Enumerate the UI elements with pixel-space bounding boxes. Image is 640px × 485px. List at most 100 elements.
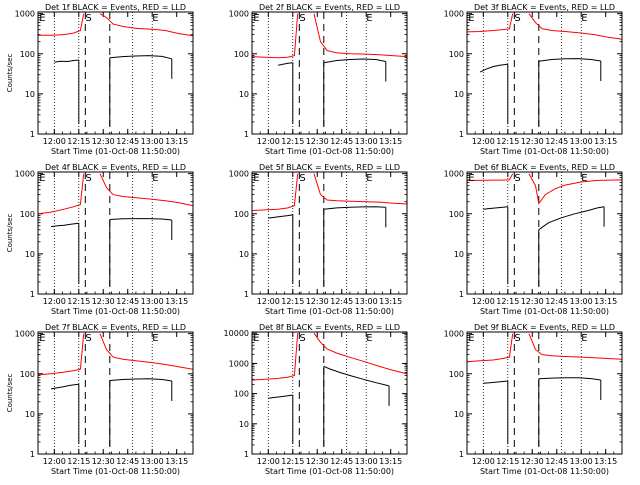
- x-tick-label: 12:30: [92, 137, 115, 146]
- marker-letter: E: [366, 173, 372, 184]
- chart-panel-3: Det 3f BLACK = Events, RED = LLD 1 10 100 10…: [444, 3, 623, 156]
- x-tick-label: 12:30: [521, 297, 544, 306]
- panel-title: Det 8f BLACK = Events, RED = LLD: [259, 323, 400, 332]
- marker-letter: S: [85, 13, 91, 24]
- y-tick-label: 1: [30, 290, 35, 299]
- panel-title: Det 7f BLACK = Events, RED = LLD: [45, 323, 186, 332]
- x-tick-label: 12:30: [306, 457, 329, 466]
- chart-panel-4: Det 4f BLACK = Events, RED = LLD Counts/s…: [6, 163, 194, 316]
- x-tick-label: 13:15: [165, 137, 188, 146]
- lld-series-line: [99, 13, 194, 37]
- lld-series-line: [313, 332, 408, 375]
- y-tick-label: 1000: [15, 10, 35, 19]
- x-tick-label: 12:45: [116, 457, 139, 466]
- marker-letter: E: [581, 13, 587, 24]
- lld-series-line: [99, 333, 194, 370]
- x-tick-label: 12:15: [281, 137, 304, 146]
- chart-panel-5: Det 5f BLACK = Events, RED = LLD 1 10 100 10…: [229, 163, 408, 316]
- events-series-line: [278, 62, 293, 66]
- y-tick-label: 10: [239, 420, 249, 429]
- x-axis-label: Start Time (01-Oct-08 11:50:00): [480, 147, 609, 156]
- x-tick-label: 12:30: [521, 457, 544, 466]
- chart-panel-2: Det 2f BLACK = Events, RED = LLD 1 10 100 10…: [229, 3, 408, 156]
- y-tick-label: 1000: [229, 359, 249, 368]
- y-tick-label: 1: [244, 130, 249, 139]
- y-tick-label: 100: [449, 370, 464, 379]
- events-series-line: [51, 222, 79, 228]
- x-tick-label: 12:45: [545, 297, 568, 306]
- panel-title: Det 1f BLACK = Events, RED = LLD: [45, 3, 186, 12]
- x-tick-label: 12:15: [281, 297, 304, 306]
- x-tick-label: 13:00: [141, 137, 164, 146]
- x-tick-label: 12:15: [281, 457, 304, 466]
- y-tick-label: 1000: [444, 330, 464, 339]
- y-tick-label: 1: [244, 290, 249, 299]
- plot-frame: [37, 331, 194, 455]
- y-tick-label: 100: [449, 50, 464, 59]
- y-tick-label: 100: [20, 50, 35, 59]
- y-tick-label: 10: [25, 250, 35, 259]
- lld-series-line: [37, 333, 85, 376]
- lld-series-line: [251, 13, 299, 59]
- lld-series-line: [313, 13, 408, 58]
- x-tick-label: 12:45: [116, 137, 139, 146]
- plot-frame: [466, 11, 623, 135]
- x-tick-label: 13:15: [594, 457, 617, 466]
- y-tick-label: 1: [459, 290, 464, 299]
- lld-series-line: [528, 173, 623, 205]
- marker-letter: E: [366, 13, 372, 24]
- marker-letter: S: [514, 173, 520, 184]
- y-tick-label: 10: [25, 410, 35, 419]
- y-tick-label: 100: [234, 50, 249, 59]
- plot-frame: [466, 171, 623, 295]
- x-tick-label: 12:45: [545, 137, 568, 146]
- lld-series-line: [251, 173, 299, 212]
- lld-series-line: [313, 173, 408, 205]
- y-tick-label: 10: [454, 410, 464, 419]
- panel-title: Det 2f BLACK = Events, RED = LLD: [259, 3, 400, 12]
- x-tick-label: 12:30: [521, 137, 544, 146]
- y-tick-label: 1000: [444, 10, 464, 19]
- lld-series-line: [467, 173, 514, 181]
- y-tick-label: 100: [20, 210, 35, 219]
- y-tick-label: 10: [25, 90, 35, 99]
- lld-series-line: [99, 173, 194, 207]
- x-tick-label: 13:15: [594, 137, 617, 146]
- y-tick-label: 1000: [444, 170, 464, 179]
- marker-letter: E: [39, 173, 45, 184]
- x-axis-label: Start Time (01-Oct-08 11:50:00): [480, 307, 609, 316]
- marker-letter: E: [468, 173, 474, 184]
- x-tick-label: 12:30: [92, 297, 115, 306]
- x-tick-label: 12:00: [43, 457, 66, 466]
- plot-frame: [251, 11, 408, 135]
- y-tick-label: 10000: [224, 329, 249, 338]
- x-tick-label: 13:00: [570, 457, 593, 466]
- events-series-line: [51, 383, 79, 390]
- marker-letter: E: [39, 333, 45, 344]
- marker-letter: E: [468, 13, 474, 24]
- y-tick-label: 10: [239, 250, 249, 259]
- marker-letter: S: [299, 13, 305, 24]
- x-tick-label: 13:00: [570, 137, 593, 146]
- x-tick-label: 13:00: [570, 297, 593, 306]
- chart-panel-6: Det 6f BLACK = Events, RED = LLD 1 10 100 10…: [444, 163, 623, 316]
- x-tick-label: 12:15: [496, 297, 519, 306]
- x-axis-label: Start Time (01-Oct-08 11:50:00): [265, 147, 394, 156]
- marker-letter: S: [299, 173, 305, 184]
- x-tick-label: 13:00: [141, 457, 164, 466]
- events-series-line: [323, 58, 386, 64]
- events-series-line: [268, 394, 293, 399]
- marker-letter: E: [253, 333, 259, 344]
- y-tick-label: 100: [234, 210, 249, 219]
- x-tick-label: 13:00: [355, 137, 378, 146]
- lld-series-line: [466, 333, 514, 363]
- marker-letter: E: [253, 173, 259, 184]
- lld-series-line: [528, 333, 623, 360]
- marker-letter: S: [85, 173, 91, 184]
- marker-letter: E: [581, 173, 587, 184]
- x-tick-label: 12:00: [472, 137, 495, 146]
- y-tick-label: 1000: [15, 170, 35, 179]
- x-tick-label: 12:45: [545, 457, 568, 466]
- chart-panel-7: Det 7f BLACK = Events, RED = LLD Counts/s…: [6, 323, 194, 476]
